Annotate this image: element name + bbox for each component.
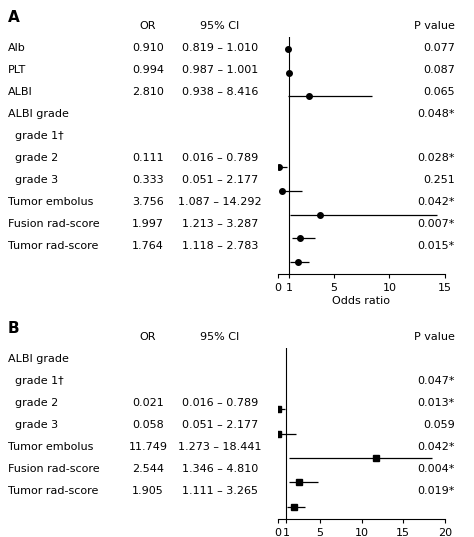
Text: ALBI: ALBI bbox=[8, 87, 33, 97]
Text: 0.087: 0.087 bbox=[423, 65, 455, 75]
Text: 0.251: 0.251 bbox=[423, 175, 455, 185]
Text: 0.019*: 0.019* bbox=[418, 486, 455, 496]
Text: grade 2: grade 2 bbox=[8, 398, 58, 408]
Text: grade 2: grade 2 bbox=[8, 153, 58, 163]
Text: 0.042*: 0.042* bbox=[418, 442, 455, 452]
Text: P value: P value bbox=[414, 332, 455, 342]
Text: grade 1†: grade 1† bbox=[8, 131, 64, 141]
Text: 95% CI: 95% CI bbox=[201, 332, 240, 342]
Text: ALBI grade: ALBI grade bbox=[8, 354, 69, 364]
Text: 0.819 – 1.010: 0.819 – 1.010 bbox=[182, 43, 258, 53]
Text: Tumor embolus: Tumor embolus bbox=[8, 197, 93, 207]
Text: 0.004*: 0.004* bbox=[418, 464, 455, 474]
Text: 1.087 – 14.292: 1.087 – 14.292 bbox=[178, 197, 262, 207]
Text: 0.048*: 0.048* bbox=[418, 109, 455, 119]
Text: 1.111 – 3.265: 1.111 – 3.265 bbox=[182, 486, 258, 496]
Text: A: A bbox=[8, 10, 20, 25]
Text: 1.273 – 18.441: 1.273 – 18.441 bbox=[178, 442, 262, 452]
Text: 0.015*: 0.015* bbox=[418, 241, 455, 251]
Text: 1.118 – 2.783: 1.118 – 2.783 bbox=[182, 241, 258, 251]
Text: 11.749: 11.749 bbox=[128, 442, 167, 452]
Text: 0.051 – 2.177: 0.051 – 2.177 bbox=[182, 175, 258, 185]
Text: grade 1†: grade 1† bbox=[8, 376, 64, 386]
Text: 0.007*: 0.007* bbox=[418, 219, 455, 229]
Text: 0.059: 0.059 bbox=[423, 420, 455, 430]
Text: Alb: Alb bbox=[8, 43, 26, 53]
Text: 0.077: 0.077 bbox=[423, 43, 455, 53]
Text: grade 3: grade 3 bbox=[8, 175, 58, 185]
Text: 0.042*: 0.042* bbox=[418, 197, 455, 207]
Text: 2.810: 2.810 bbox=[132, 87, 164, 97]
Text: 0.938 – 8.416: 0.938 – 8.416 bbox=[182, 87, 258, 97]
Text: 0.065: 0.065 bbox=[423, 87, 455, 97]
X-axis label: Odds ratio: Odds ratio bbox=[332, 296, 391, 306]
Text: 1.905: 1.905 bbox=[132, 486, 164, 496]
Text: 0.021: 0.021 bbox=[132, 398, 164, 408]
Text: 0.994: 0.994 bbox=[132, 65, 164, 75]
Text: 0.016 – 0.789: 0.016 – 0.789 bbox=[182, 398, 258, 408]
Text: 0.058: 0.058 bbox=[132, 420, 164, 430]
Text: 2.544: 2.544 bbox=[132, 464, 164, 474]
Text: OR: OR bbox=[140, 332, 156, 342]
Text: Fusion rad-score: Fusion rad-score bbox=[8, 219, 100, 229]
Text: grade 3: grade 3 bbox=[8, 420, 58, 430]
Text: 0.333: 0.333 bbox=[132, 175, 164, 185]
Text: Tumor rad-score: Tumor rad-score bbox=[8, 241, 99, 251]
Text: 1.997: 1.997 bbox=[132, 219, 164, 229]
Text: Tumor rad-score: Tumor rad-score bbox=[8, 486, 99, 496]
Text: OR: OR bbox=[140, 21, 156, 31]
Text: Tumor embolus: Tumor embolus bbox=[8, 442, 93, 452]
Text: 0.028*: 0.028* bbox=[418, 153, 455, 163]
Text: ALBI grade: ALBI grade bbox=[8, 109, 69, 119]
Text: 0.111: 0.111 bbox=[132, 153, 164, 163]
Text: 0.047*: 0.047* bbox=[418, 376, 455, 386]
Text: 3.756: 3.756 bbox=[132, 197, 164, 207]
Text: 1.764: 1.764 bbox=[132, 241, 164, 251]
Text: P value: P value bbox=[414, 21, 455, 31]
Text: PLT: PLT bbox=[8, 65, 26, 75]
Text: 95% CI: 95% CI bbox=[201, 21, 240, 31]
Text: 0.013*: 0.013* bbox=[418, 398, 455, 408]
Text: B: B bbox=[8, 321, 19, 336]
Text: 0.016 – 0.789: 0.016 – 0.789 bbox=[182, 153, 258, 163]
Text: 0.051 – 2.177: 0.051 – 2.177 bbox=[182, 420, 258, 430]
Text: 1.346 – 4.810: 1.346 – 4.810 bbox=[182, 464, 258, 474]
Text: 1.213 – 3.287: 1.213 – 3.287 bbox=[182, 219, 258, 229]
Text: 0.987 – 1.001: 0.987 – 1.001 bbox=[182, 65, 258, 75]
Text: 0.910: 0.910 bbox=[132, 43, 164, 53]
Text: Fusion rad-score: Fusion rad-score bbox=[8, 464, 100, 474]
